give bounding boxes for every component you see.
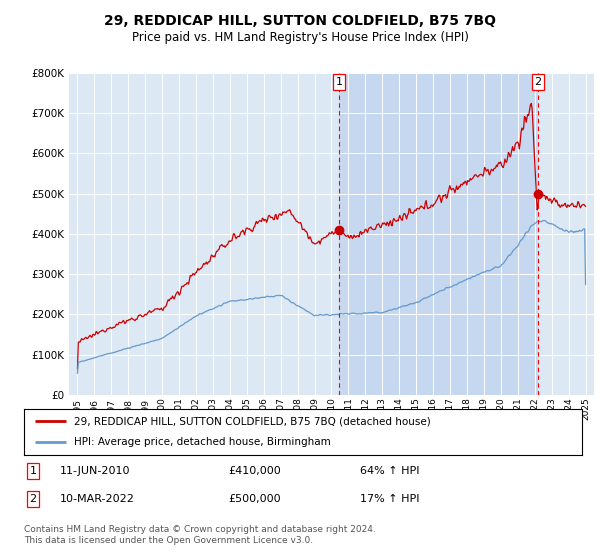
- Text: 17% ↑ HPI: 17% ↑ HPI: [360, 494, 419, 504]
- Text: 29, REDDICAP HILL, SUTTON COLDFIELD, B75 7BQ: 29, REDDICAP HILL, SUTTON COLDFIELD, B75…: [104, 14, 496, 28]
- Text: 10-MAR-2022: 10-MAR-2022: [60, 494, 135, 504]
- Text: £410,000: £410,000: [228, 466, 281, 476]
- Text: 2: 2: [535, 77, 542, 87]
- Bar: [339, 73, 538, 395]
- Text: 11-JUN-2010: 11-JUN-2010: [60, 466, 131, 476]
- Text: 2: 2: [29, 494, 37, 504]
- Text: 1: 1: [335, 77, 343, 87]
- Text: £500,000: £500,000: [228, 494, 281, 504]
- Text: Contains HM Land Registry data © Crown copyright and database right 2024.
This d: Contains HM Land Registry data © Crown c…: [24, 525, 376, 545]
- Text: 64% ↑ HPI: 64% ↑ HPI: [360, 466, 419, 476]
- Text: Price paid vs. HM Land Registry's House Price Index (HPI): Price paid vs. HM Land Registry's House …: [131, 31, 469, 44]
- Text: 29, REDDICAP HILL, SUTTON COLDFIELD, B75 7BQ (detached house): 29, REDDICAP HILL, SUTTON COLDFIELD, B75…: [74, 417, 431, 427]
- Text: HPI: Average price, detached house, Birmingham: HPI: Average price, detached house, Birm…: [74, 437, 331, 447]
- Text: 1: 1: [29, 466, 37, 476]
